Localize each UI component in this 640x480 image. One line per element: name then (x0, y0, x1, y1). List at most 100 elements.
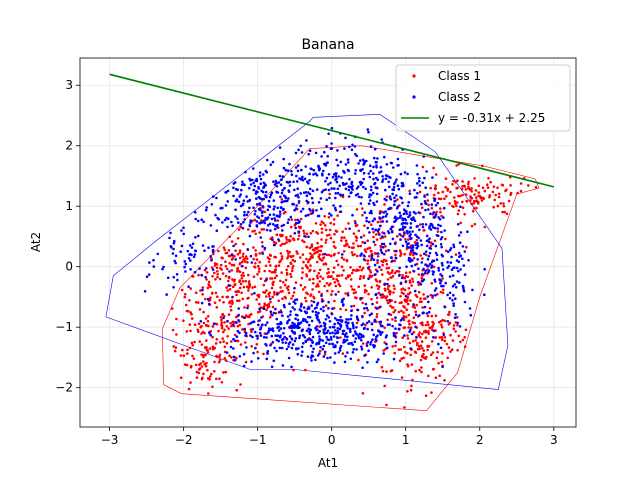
data-point (502, 204, 506, 208)
y-tick-label: −2 (55, 381, 73, 395)
data-point (470, 187, 473, 190)
data-point (285, 180, 289, 184)
data-point (319, 223, 322, 226)
data-point (360, 268, 363, 272)
data-point (225, 251, 229, 255)
data-point (258, 202, 261, 205)
data-point (470, 190, 474, 193)
data-point (398, 273, 401, 277)
data-point (318, 280, 322, 283)
data-point (213, 370, 216, 373)
data-point (204, 364, 208, 368)
data-point (459, 221, 463, 225)
data-point (410, 249, 414, 252)
data-point (441, 352, 444, 355)
data-point (454, 253, 458, 256)
data-point (316, 282, 319, 286)
data-point (363, 290, 367, 294)
data-point (439, 224, 442, 228)
data-point (492, 205, 495, 209)
data-point (414, 339, 418, 342)
data-point (279, 183, 283, 186)
data-point (274, 264, 278, 268)
data-point (256, 310, 260, 314)
data-point (311, 229, 315, 233)
data-point (180, 229, 183, 232)
data-point (289, 234, 292, 238)
data-point (447, 346, 451, 349)
data-point (462, 264, 466, 267)
data-point (285, 238, 289, 241)
data-point (379, 331, 382, 335)
data-point (474, 189, 478, 192)
data-point (285, 169, 288, 172)
data-point (328, 196, 331, 200)
data-point (294, 218, 297, 222)
data-point (352, 304, 356, 308)
data-point (315, 306, 318, 309)
data-point (274, 334, 277, 338)
data-point (262, 186, 265, 190)
data-point (397, 310, 401, 314)
data-point (293, 339, 297, 343)
data-point (207, 392, 210, 395)
data-point (326, 161, 329, 164)
data-point (236, 270, 239, 273)
data-point (244, 255, 248, 258)
data-point (291, 294, 295, 298)
data-point (341, 300, 344, 303)
data-point (292, 202, 296, 206)
data-point (405, 265, 408, 269)
data-point (416, 348, 420, 351)
data-point (288, 302, 291, 306)
data-point (278, 213, 282, 216)
data-point (333, 172, 337, 176)
data-point (226, 320, 229, 323)
data-point (172, 241, 176, 245)
data-point (308, 332, 312, 336)
data-point (238, 249, 242, 252)
data-point (384, 177, 388, 181)
data-point (309, 338, 312, 341)
data-point (420, 261, 424, 264)
data-point (192, 357, 196, 360)
data-point (499, 202, 503, 205)
data-point (322, 256, 326, 259)
data-point (286, 221, 290, 224)
data-point (331, 307, 334, 311)
data-point (402, 221, 405, 225)
data-point (273, 346, 276, 350)
data-point (418, 176, 421, 180)
data-point (253, 218, 256, 222)
data-point (270, 286, 274, 290)
data-point (452, 302, 455, 305)
data-point (426, 348, 430, 352)
data-point (251, 320, 254, 324)
data-point (449, 247, 453, 250)
data-point (375, 238, 379, 241)
data-point (403, 306, 407, 309)
data-point (327, 188, 331, 192)
data-point (298, 336, 301, 340)
data-point (208, 347, 212, 350)
data-point (221, 312, 224, 316)
data-point (388, 298, 392, 302)
data-point (376, 157, 379, 160)
data-point (501, 183, 505, 187)
data-point (286, 257, 289, 260)
data-point (336, 191, 340, 195)
data-point (372, 177, 375, 181)
data-point (233, 283, 236, 287)
data-point (444, 281, 448, 285)
data-point (483, 225, 487, 229)
data-point (336, 274, 339, 278)
data-point (383, 203, 386, 206)
data-point (399, 238, 402, 241)
data-point (282, 157, 286, 161)
data-point (222, 301, 225, 304)
data-point (428, 262, 432, 266)
data-point (445, 342, 449, 346)
data-point (389, 176, 392, 179)
data-point (399, 282, 403, 285)
data-point (374, 186, 378, 189)
